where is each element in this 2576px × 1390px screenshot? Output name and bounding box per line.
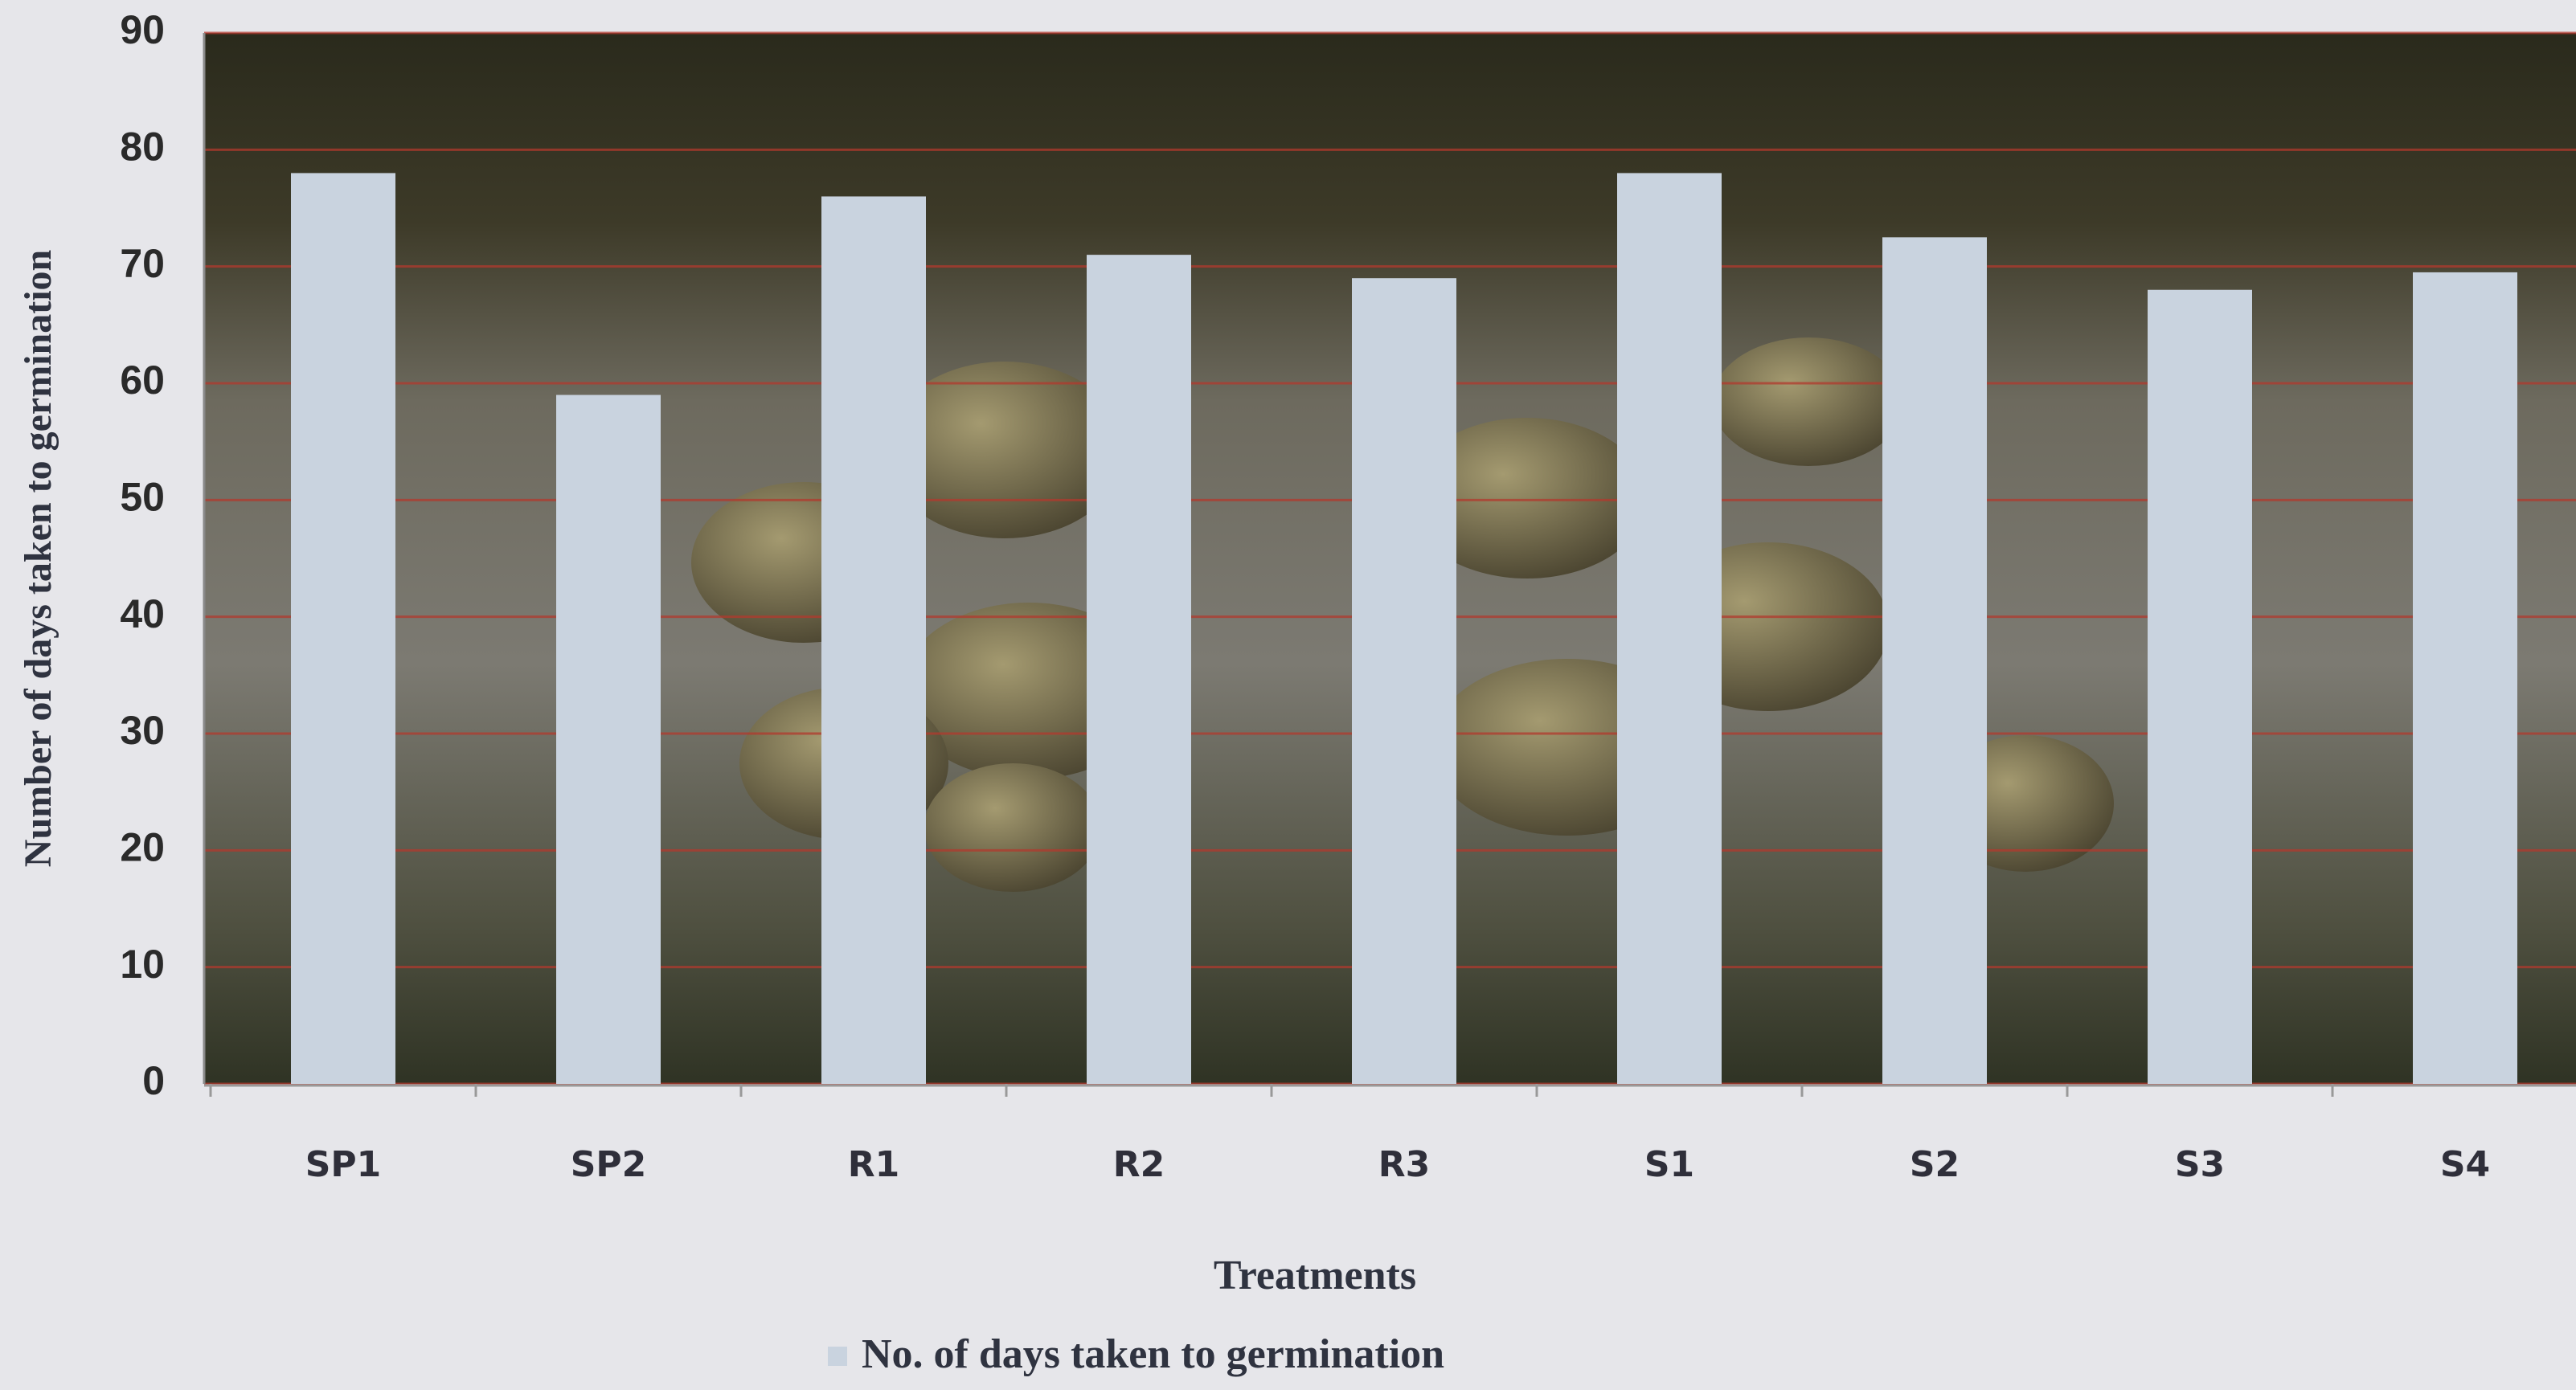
y-tick-label: 20 bbox=[120, 825, 165, 870]
y-tick-label: 0 bbox=[142, 1058, 165, 1103]
x-tick-label: R2 bbox=[1113, 1144, 1165, 1185]
x-tick-label: SP2 bbox=[571, 1144, 647, 1185]
x-tick-label: SP1 bbox=[305, 1144, 382, 1185]
bar bbox=[2148, 289, 2252, 1084]
x-tick-label: R1 bbox=[848, 1144, 900, 1185]
bar bbox=[821, 196, 926, 1084]
y-tick-label: 70 bbox=[120, 241, 165, 286]
legend-label: No. of days taken to germination bbox=[862, 1331, 1444, 1377]
y-tick-label: 50 bbox=[120, 475, 165, 520]
bar bbox=[291, 173, 395, 1084]
bar bbox=[2413, 272, 2517, 1084]
x-tick-label: S2 bbox=[1910, 1144, 1960, 1185]
x-tick-label: S3 bbox=[2175, 1144, 2225, 1185]
bar bbox=[1617, 173, 1722, 1084]
legend-swatch bbox=[828, 1347, 847, 1366]
x-tick-label: R3 bbox=[1378, 1144, 1431, 1185]
x-tick-label: S1 bbox=[1644, 1144, 1694, 1185]
bar bbox=[556, 395, 661, 1084]
x-axis-title: Treatments bbox=[1214, 1253, 1416, 1298]
y-tick-label: 30 bbox=[120, 708, 165, 753]
bar bbox=[1882, 237, 1987, 1084]
bar bbox=[1352, 278, 1456, 1084]
y-tick-label: 90 bbox=[120, 7, 165, 52]
y-tick-label: 80 bbox=[120, 125, 165, 170]
y-tick-label: 10 bbox=[120, 942, 165, 987]
bar bbox=[1087, 255, 1191, 1085]
y-tick-label: 40 bbox=[120, 591, 165, 636]
y-axis-title: Number of days taken to germination bbox=[17, 250, 59, 867]
x-tick-label: S4 bbox=[2440, 1144, 2490, 1185]
y-tick-label: 60 bbox=[120, 358, 165, 403]
